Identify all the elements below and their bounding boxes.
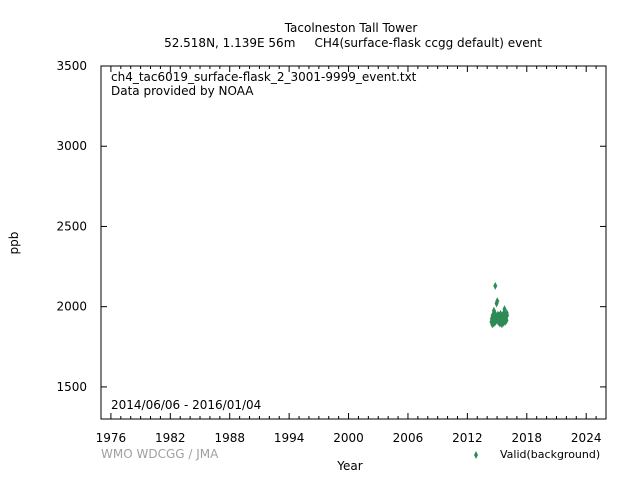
x-axis: 1976 1982 1988 1994 2000 2006 2012 2018 2024 [96, 66, 607, 445]
data-point [495, 297, 500, 306]
y-axis: 1500 2000 2500 3000 3500 [56, 59, 606, 394]
chart-subtitle: 52.518N, 1.139E 56m CH4(surface-flask cc… [164, 36, 542, 50]
x-tick-label: 1982 [155, 431, 186, 445]
x-tick-label: 2024 [571, 431, 602, 445]
x-tick-label: 1994 [274, 431, 305, 445]
file-name-label: ch4_tac6019_surface-flask_2_3001-9999_ev… [111, 70, 417, 84]
legend: Valid(background) [474, 448, 600, 461]
y-tick-label: 3000 [56, 139, 87, 153]
x-tick-label: 1988 [214, 431, 245, 445]
x-tick-label: 2012 [452, 431, 483, 445]
y-tick-label: 2000 [56, 300, 87, 314]
legend-label: Valid(background) [500, 448, 600, 461]
x-tick-label: 1976 [96, 431, 127, 445]
y-tick-label: 1500 [56, 380, 87, 394]
date-range-label: 2014/06/06 - 2016/01/04 [111, 398, 261, 412]
y-tick-label: 3500 [56, 59, 87, 73]
data-point [505, 311, 510, 320]
watermark: WMO WDCGG / JMA [101, 447, 219, 461]
plot-area [100, 65, 607, 420]
x-axis-label: Year [336, 459, 362, 473]
y-tick-label: 2500 [56, 219, 87, 233]
y-axis-label: ppb [7, 232, 21, 255]
data-points [489, 281, 510, 329]
data-point [493, 281, 498, 290]
provider-label: Data provided by NOAA [111, 84, 254, 98]
x-tick-label: 2018 [512, 431, 543, 445]
x-tick-label: 2006 [393, 431, 424, 445]
chart-title: Tacolneston Tall Tower [284, 21, 418, 35]
legend-marker [474, 451, 478, 459]
x-tick-label: 2000 [333, 431, 364, 445]
